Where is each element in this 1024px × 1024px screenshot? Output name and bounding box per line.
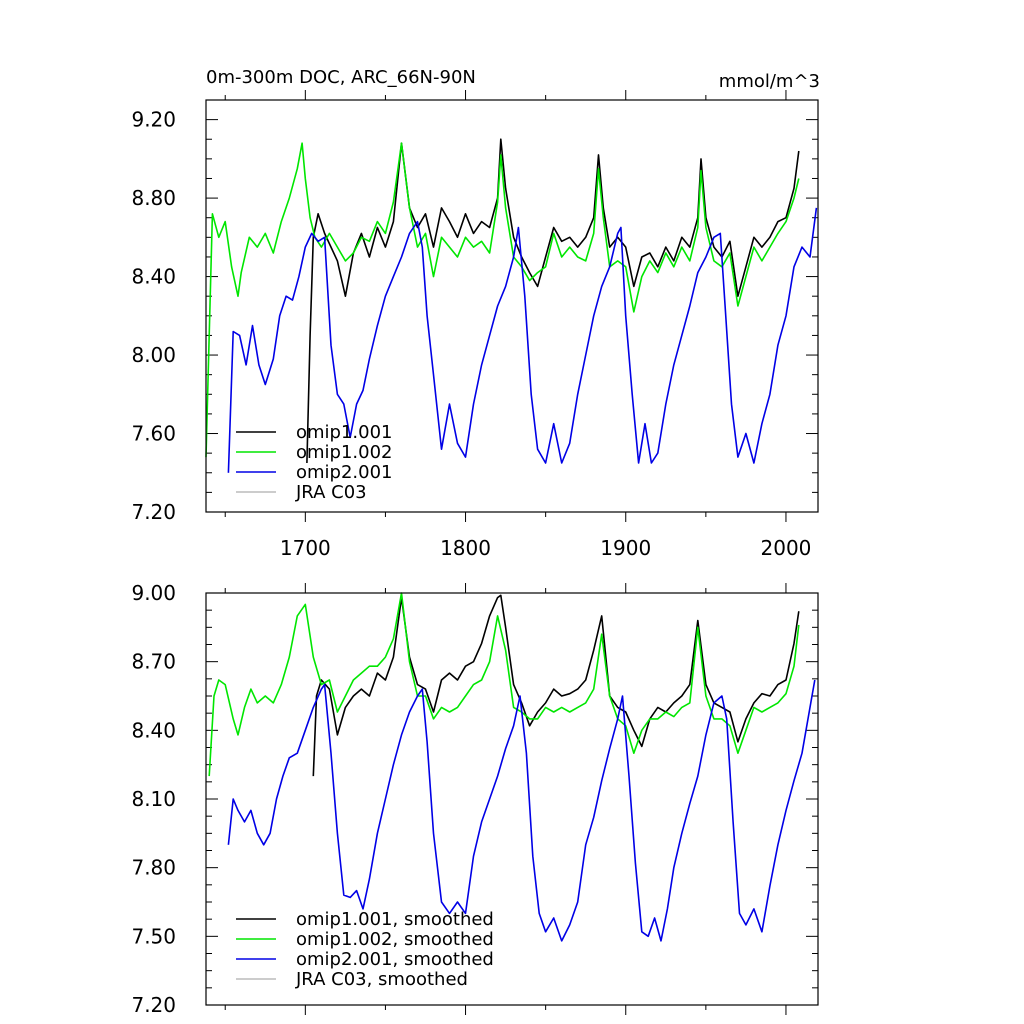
legend-label: omip1.001 bbox=[296, 422, 393, 443]
legend-label: omip2.001 bbox=[296, 462, 393, 483]
y-tick-label: 7.20 bbox=[131, 993, 176, 1017]
y-tick-label: 9.20 bbox=[131, 108, 176, 132]
y-tick-label: 8.10 bbox=[131, 787, 176, 811]
series-line-1 bbox=[205, 142, 800, 458]
top-plot-frame bbox=[205, 99, 819, 513]
legend-label: omip1.001, smoothed bbox=[296, 909, 494, 930]
legend-label: omip2.001, smoothed bbox=[296, 949, 494, 970]
legend-label: omip1.002, smoothed bbox=[296, 929, 494, 950]
bottom-plot-frame bbox=[205, 592, 819, 1006]
series-line-1 bbox=[208, 592, 800, 777]
bottom-axes-ticks: 7.20 7.50 7.80 8.10 8.40 8.70 9.00 bbox=[131, 581, 818, 1017]
top-axes-ticks: 7.20 7.60 8.00 8.40 8.80 9.20 1700 1800 1900 2000 bbox=[131, 90, 818, 560]
y-tick-label: 7.60 bbox=[131, 422, 176, 446]
chart-title: 0m-300m DOC, ARC_66N-90N bbox=[206, 67, 476, 88]
legend-label: JRA C03, smoothed bbox=[295, 969, 468, 990]
bottom-chart: 7.20 7.50 7.80 8.10 8.40 8.70 9.00 omip1.001, … bbox=[131, 581, 819, 1017]
legend-label: omip1.002 bbox=[296, 442, 393, 463]
y-tick-label: 7.20 bbox=[131, 500, 176, 524]
y-tick-label: 8.70 bbox=[131, 650, 176, 674]
x-tick-label: 1700 bbox=[280, 536, 331, 560]
y-tick-label: 8.40 bbox=[131, 718, 176, 742]
x-tick-label: 1800 bbox=[440, 536, 491, 560]
y-tick-label: 8.80 bbox=[131, 186, 176, 210]
series-line-0 bbox=[312, 594, 800, 777]
chart-units: mmol/m^3 bbox=[719, 71, 820, 92]
legend-label: JRA C03 bbox=[295, 482, 367, 503]
y-tick-label: 7.50 bbox=[131, 924, 176, 948]
bottom-series-lines bbox=[208, 592, 816, 942]
x-tick-label: 1900 bbox=[600, 536, 651, 560]
x-tick-label: 2000 bbox=[761, 536, 812, 560]
y-tick-label: 7.80 bbox=[131, 856, 176, 880]
series-line-2 bbox=[227, 207, 818, 473]
y-tick-label: 9.00 bbox=[131, 581, 176, 605]
top-series-lines bbox=[205, 138, 818, 473]
top-chart: 0m-300m DOC, ARC_66N-90N mmol/m^3 7.207.… bbox=[131, 67, 820, 560]
y-tick-label: 8.00 bbox=[131, 343, 176, 367]
y-tick-label: 8.40 bbox=[131, 265, 176, 289]
series-line-2 bbox=[227, 679, 816, 942]
